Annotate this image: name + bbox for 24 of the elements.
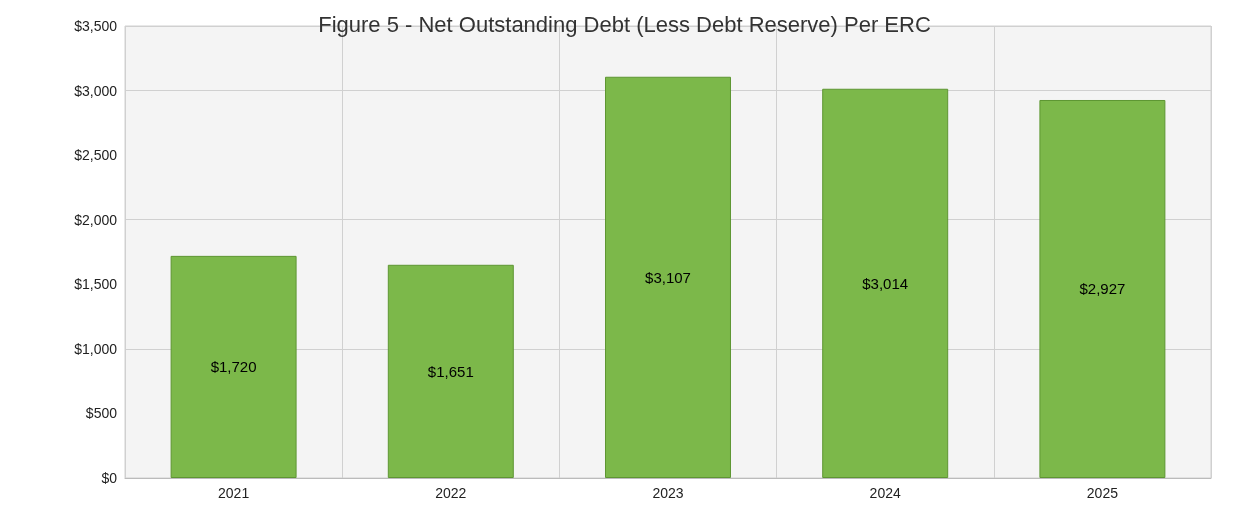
chart-title: Figure 5 - Net Outstanding Debt (Less Debt Reserve) Per ERC xyxy=(318,11,931,37)
data-label: $1,651 xyxy=(427,362,474,380)
x-tick-label: 2023 xyxy=(652,485,684,501)
x-tick-label: 2024 xyxy=(869,485,901,501)
data-label: $1,720 xyxy=(210,358,257,376)
y-tick-label: $1,000 xyxy=(74,340,118,357)
x-tick-label: 2022 xyxy=(435,485,467,501)
x-tick-label: 2021 xyxy=(218,485,250,501)
data-label: $3,107 xyxy=(645,268,691,286)
y-tick-label: $2,000 xyxy=(74,211,118,228)
bar xyxy=(170,255,297,478)
bar xyxy=(387,264,514,478)
data-label: $3,014 xyxy=(862,274,909,292)
y-tick-label: $3,000 xyxy=(74,82,118,99)
data-label: $2,927 xyxy=(1079,280,1126,298)
y-tick-label: $0 xyxy=(101,470,118,486)
x-tick-label: 2025 xyxy=(1086,485,1119,501)
y-tick-label: $2,500 xyxy=(74,147,118,164)
y-tick-label: $1,500 xyxy=(74,276,118,293)
bar xyxy=(1039,100,1166,478)
y-tick-label: $3,500 xyxy=(74,18,118,34)
y-tick-label: $500 xyxy=(85,405,118,422)
bar xyxy=(605,76,731,478)
bar xyxy=(822,88,949,478)
